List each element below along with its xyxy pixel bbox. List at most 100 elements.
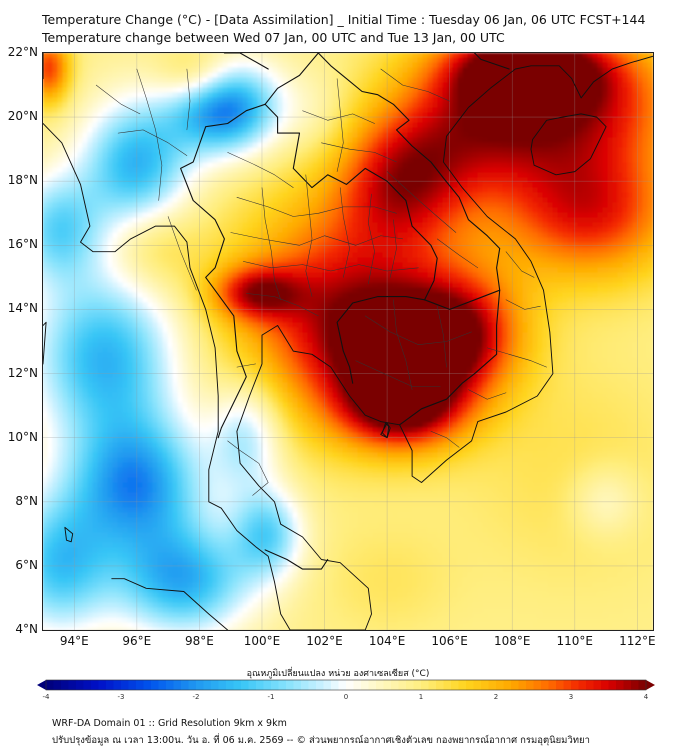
field-cell xyxy=(607,177,614,184)
field-cell xyxy=(257,62,264,69)
field-cell xyxy=(297,117,304,124)
field-cell xyxy=(217,172,224,179)
field-cell xyxy=(637,202,644,209)
field-cell xyxy=(262,53,269,59)
field-cell xyxy=(102,62,109,69)
field-cell xyxy=(102,137,109,144)
field-cell xyxy=(482,112,489,119)
field-cell xyxy=(127,82,134,89)
field-cell xyxy=(622,147,629,154)
field-cell xyxy=(112,67,119,74)
field-cell xyxy=(612,102,619,109)
field-cell xyxy=(237,172,244,179)
field-cell xyxy=(122,62,129,69)
field-cell xyxy=(92,192,99,199)
field-cell xyxy=(132,87,139,94)
field-cell xyxy=(452,137,459,144)
field-cell xyxy=(542,112,549,119)
field-cell xyxy=(197,162,204,169)
field-cell xyxy=(547,162,554,169)
field-cell xyxy=(237,62,244,69)
field-cell xyxy=(257,137,264,144)
field-cell xyxy=(507,147,514,154)
field-cell xyxy=(407,82,414,89)
field-cell xyxy=(247,182,254,189)
field-cell xyxy=(422,102,429,109)
field-cell xyxy=(43,67,49,74)
field-cell xyxy=(467,57,474,64)
field-cell xyxy=(147,112,154,119)
field-cell xyxy=(462,97,469,104)
field-cell xyxy=(542,202,549,209)
field-cell xyxy=(617,132,624,139)
field-cell xyxy=(562,172,569,179)
field-cell xyxy=(112,112,119,119)
field-cell xyxy=(207,157,214,164)
field-cell xyxy=(292,197,299,204)
field-cell xyxy=(117,132,124,139)
field-cell xyxy=(557,157,564,164)
field-cell xyxy=(387,57,394,64)
field-cell xyxy=(412,192,419,199)
field-cell xyxy=(647,182,653,189)
field-cell xyxy=(467,172,474,179)
field-cell xyxy=(147,152,154,159)
field-cell xyxy=(467,147,474,154)
field-cell xyxy=(457,97,464,104)
field-cell xyxy=(232,127,239,134)
field-cell xyxy=(537,82,544,89)
field-cell xyxy=(507,187,514,194)
field-cell xyxy=(557,107,564,114)
field-cell xyxy=(517,207,524,214)
field-cell xyxy=(507,67,514,74)
field-cell xyxy=(87,177,94,184)
field-cell xyxy=(462,187,469,194)
field-cell xyxy=(222,122,229,129)
field-cell xyxy=(297,112,304,119)
field-cell xyxy=(57,97,64,104)
field-cell xyxy=(172,157,179,164)
field-cell xyxy=(567,122,574,129)
field-cell xyxy=(502,53,509,59)
field-cell xyxy=(612,172,619,179)
field-cell xyxy=(577,142,584,149)
field-cell xyxy=(632,57,639,64)
field-cell xyxy=(567,157,574,164)
field-cell xyxy=(197,67,204,74)
field-cell xyxy=(607,187,614,194)
field-cell xyxy=(397,127,404,134)
field-cell xyxy=(372,57,379,64)
field-cell xyxy=(627,167,634,174)
field-cell xyxy=(247,152,254,159)
field-cell xyxy=(177,137,184,144)
field-cell xyxy=(632,202,639,209)
field-cell xyxy=(297,167,304,174)
field-cell xyxy=(187,152,194,159)
field-cell xyxy=(192,107,199,114)
field-cell xyxy=(247,162,254,169)
field-cell xyxy=(352,152,359,159)
field-cell xyxy=(157,67,164,74)
field-cell xyxy=(352,192,359,199)
field-cell xyxy=(142,112,149,119)
field-cell xyxy=(332,207,339,214)
field-cell xyxy=(487,117,494,124)
field-cell xyxy=(72,187,79,194)
field-cell xyxy=(237,67,244,74)
field-cell xyxy=(417,182,424,189)
field-cell xyxy=(222,102,229,109)
field-cell xyxy=(422,112,429,119)
field-cell xyxy=(77,197,84,204)
field-cell xyxy=(252,53,259,59)
field-cell xyxy=(197,77,204,84)
field-cell xyxy=(122,67,129,74)
field-cell xyxy=(112,102,119,109)
field-cell xyxy=(282,202,289,209)
field-cell xyxy=(622,192,629,199)
field-cell xyxy=(237,112,244,119)
field-cell xyxy=(212,97,219,104)
field-cell xyxy=(542,177,549,184)
field-cell xyxy=(52,72,59,79)
field-cell xyxy=(292,53,299,59)
field-cell xyxy=(267,192,274,199)
